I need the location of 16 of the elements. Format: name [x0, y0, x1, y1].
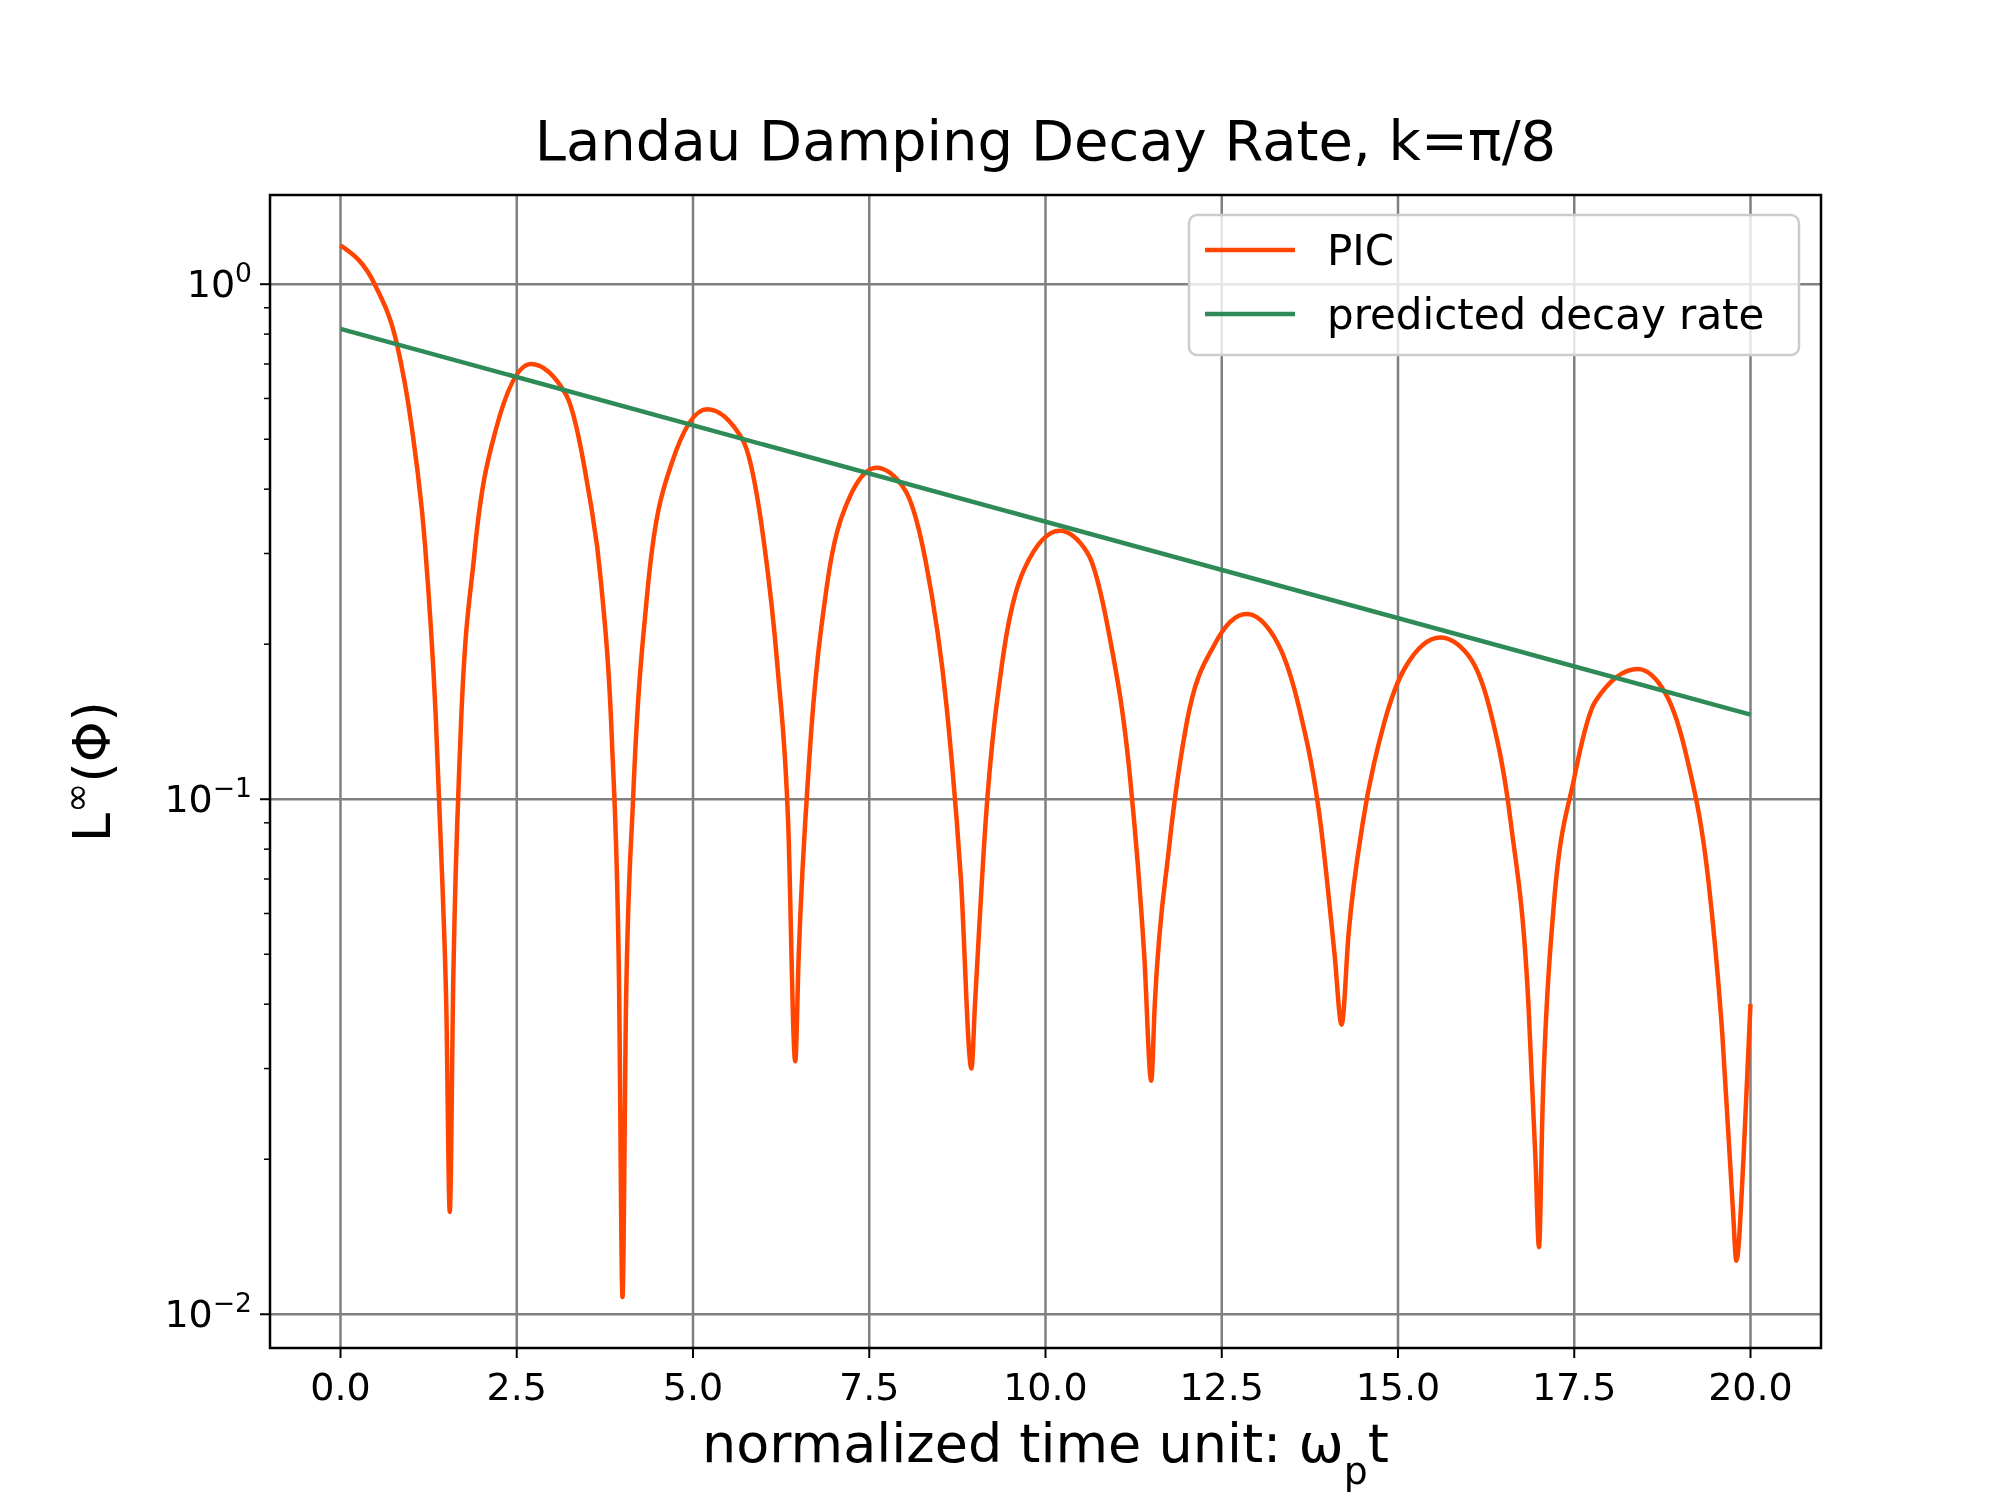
y-tick-label: 10$^{0}$ — [186, 256, 252, 307]
legend-label: PIC — [1327, 226, 1395, 275]
x-tick-label: 10.0 — [1003, 1365, 1088, 1409]
x-tick-label: 15.0 — [1355, 1365, 1441, 1409]
y-tick-label: 10$^{−1}$ — [164, 771, 252, 822]
x-tick-label: 5.0 — [662, 1365, 724, 1409]
x-tick-label: 7.5 — [839, 1365, 900, 1409]
chart-title: Landau Damping Decay Rate, k=π/8 — [534, 108, 1557, 173]
x-tick-label: 20.0 — [1708, 1365, 1793, 1409]
x-tick-label: 2.5 — [486, 1365, 547, 1409]
x-tick-label: 0.0 — [310, 1365, 371, 1409]
y-tick-label: 10$^{−2}$ — [164, 1286, 252, 1337]
x-tick-label: 17.5 — [1531, 1365, 1617, 1409]
x-axis-title: normalized time unit: ω$_{p}$t — [702, 1412, 1389, 1493]
x-tick-label: 12.5 — [1179, 1365, 1265, 1409]
legend-label: predicted decay rate — [1327, 290, 1765, 339]
